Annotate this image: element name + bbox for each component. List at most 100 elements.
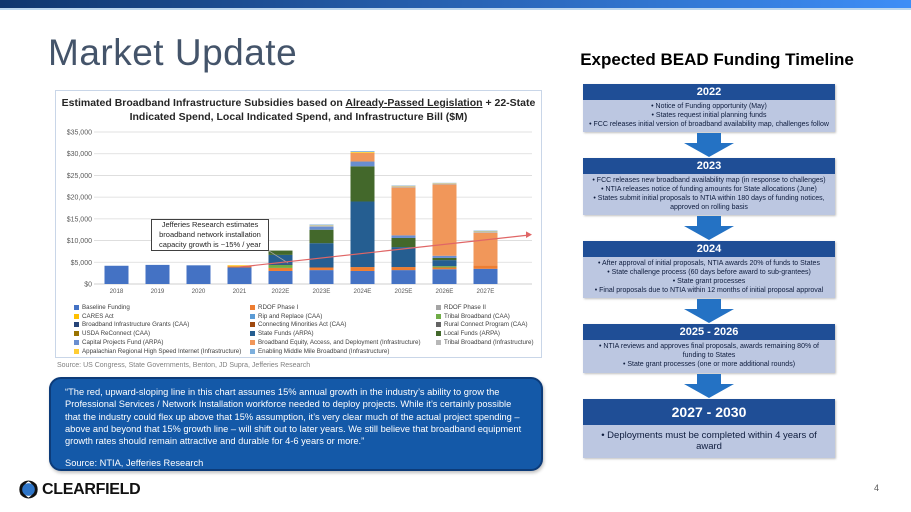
bar-segment bbox=[309, 243, 334, 268]
timeline-details: • FCC releases new broadband availabilit… bbox=[583, 174, 835, 216]
bar-segment bbox=[391, 187, 416, 236]
legend-label: Rip and Replace (CAA) bbox=[258, 312, 323, 320]
bar-segment bbox=[391, 247, 416, 268]
bar-segment bbox=[268, 267, 293, 271]
bar-segment bbox=[104, 265, 129, 284]
bar-segment bbox=[268, 264, 293, 268]
x-tick-label: 2019 bbox=[151, 288, 165, 295]
bar-segment bbox=[227, 267, 252, 284]
x-tick-label: 2021 bbox=[233, 288, 247, 295]
bar-segment bbox=[350, 166, 375, 202]
bar-segment bbox=[309, 224, 334, 226]
legend-label: Broadband Equity, Access, and Deployment… bbox=[258, 339, 421, 347]
clearfield-logo-text: CLEARFIELD bbox=[42, 480, 141, 498]
bar-segment bbox=[391, 267, 416, 271]
bar-segment bbox=[391, 270, 416, 284]
timeline-bullet: • State challenge process (60 days befor… bbox=[607, 269, 811, 276]
x-tick-label: 2023E bbox=[313, 288, 331, 295]
legend-label: Local Funds (ARPA) bbox=[444, 330, 500, 338]
legend-label: RDOF Phase I bbox=[258, 303, 299, 311]
bar-segment bbox=[309, 225, 334, 227]
timeline-bullet: • After approval of initial proposals, N… bbox=[598, 260, 820, 268]
legend-label: Enabling Middle Mile Broadband (Infrastr… bbox=[258, 347, 390, 355]
legend-swatch bbox=[250, 322, 255, 328]
legend-swatch bbox=[74, 348, 79, 354]
top-accent-bar bbox=[0, 0, 911, 10]
legend-swatch bbox=[436, 331, 441, 337]
timeline-details: • Deployments must be completed within 4… bbox=[583, 424, 835, 459]
x-tick-label: 2027E bbox=[477, 288, 495, 295]
x-tick-label: 2020 bbox=[192, 288, 206, 295]
x-tick-label: 2025E bbox=[395, 288, 413, 295]
bar-segment bbox=[432, 255, 457, 258]
bar-segment bbox=[432, 260, 457, 267]
legend-label: State Funds (ARPA) bbox=[258, 330, 314, 338]
timeline-year-header: 2024 bbox=[583, 241, 835, 258]
timeline-details: • After approval of initial proposals, N… bbox=[583, 257, 835, 299]
timeline-bullet: • NTIA reviews and approves final propos… bbox=[599, 343, 819, 359]
legend-item: Local Funds (ARPA) bbox=[436, 329, 536, 338]
bar-segment bbox=[473, 230, 498, 232]
legend-swatch bbox=[250, 340, 255, 346]
legend-swatch bbox=[74, 322, 79, 328]
legend-label: USDA ReConnect (CAA) bbox=[82, 330, 151, 338]
down-arrow-icon bbox=[583, 215, 835, 241]
quote-text: “The red, upward-sloping line in this ch… bbox=[65, 387, 522, 447]
bar-segment bbox=[309, 267, 334, 271]
legend-label: CARES Act bbox=[82, 312, 114, 320]
down-arrow-icon bbox=[583, 132, 835, 158]
timeline-boxes: 2022 • Notice of Funding opportunity (May… bbox=[575, 84, 843, 459]
bar-segment bbox=[350, 267, 375, 271]
x-tick-label: 2022E bbox=[272, 288, 290, 295]
bar-segment bbox=[432, 267, 457, 270]
timeline-bullet: • NTIA releases notice of funding amount… bbox=[601, 186, 817, 193]
timeline-box-2027-2030: 2027 - 2030 • Deployments must be complet… bbox=[583, 398, 835, 459]
legend-swatch bbox=[250, 304, 255, 310]
legend-swatch bbox=[436, 313, 441, 319]
legend-label: RDOF Phase II bbox=[444, 303, 486, 311]
bar-segment bbox=[145, 264, 170, 284]
bar-segment bbox=[432, 266, 457, 268]
page-number: 4 bbox=[873, 483, 879, 493]
bar-segment bbox=[473, 268, 498, 284]
legend-item: Tribal Broadband (CAA) bbox=[436, 312, 536, 321]
y-tick-label: $30,000 bbox=[67, 151, 92, 158]
legend-item: Broadband Infrastructure Grants (CAA) bbox=[74, 321, 246, 330]
bar-segment bbox=[268, 254, 293, 264]
bar-segment bbox=[350, 201, 375, 268]
bar-segment bbox=[309, 226, 334, 230]
legend-item: Connecting Minorities Act (CAA) bbox=[250, 321, 432, 330]
clearfield-logo-icon bbox=[19, 480, 38, 499]
legend-swatch bbox=[436, 304, 441, 310]
bar-segment bbox=[391, 235, 416, 238]
bar-segment bbox=[268, 263, 293, 265]
legend-swatch bbox=[436, 340, 441, 346]
bar-segment bbox=[268, 250, 293, 255]
legend-label: Baseline Funding bbox=[82, 303, 130, 311]
legend-item: Capital Projects Fund (ARPA) bbox=[74, 338, 246, 347]
legend-swatch bbox=[436, 322, 441, 328]
legend-item: USDA ReConnect (CAA) bbox=[74, 329, 246, 338]
legend-label: Tribal Broadband (Infrastructure) bbox=[444, 339, 534, 347]
chart-legend: Baseline Funding RDOF Phase I RDOF Phase I… bbox=[74, 303, 536, 356]
legend-swatch bbox=[74, 304, 79, 310]
legend-swatch bbox=[74, 313, 79, 319]
trend-line bbox=[239, 234, 527, 268]
timeline-year-header: 2025 - 2026 bbox=[583, 324, 835, 341]
callout-leader-line bbox=[265, 248, 289, 264]
legend-swatch bbox=[250, 331, 255, 337]
timeline-bullet: • Final proposals due to NTIA within 12 … bbox=[594, 286, 824, 294]
bar-segment bbox=[227, 265, 252, 267]
y-tick-label: $15,000 bbox=[67, 216, 92, 223]
down-arrow-icon bbox=[583, 373, 835, 399]
legend-item: Broadband Equity, Access, and Deployment… bbox=[250, 338, 432, 347]
legend-item: Enabling Middle Mile Broadband (Infrastr… bbox=[250, 347, 432, 356]
stacked-bar-chart: $0 $5,000 $10,000 $15,000 $20,000 $25,000 $30,… bbox=[67, 130, 532, 295]
timeline-bullet: • States request initial planning funds bbox=[651, 111, 767, 119]
legend-item: Appalachian Regional High Speed Internet… bbox=[74, 347, 246, 356]
timeline-title: Expected BEAD Funding Timeline bbox=[580, 50, 854, 69]
timeline-bullet: • FCC releases new broadband availabilit… bbox=[592, 177, 826, 185]
timeline-bullet: • State grant processes (one or more add… bbox=[622, 360, 796, 368]
timeline-bullet: • FCC releases initial version of broadb… bbox=[589, 120, 829, 128]
legend-swatch bbox=[74, 340, 79, 346]
